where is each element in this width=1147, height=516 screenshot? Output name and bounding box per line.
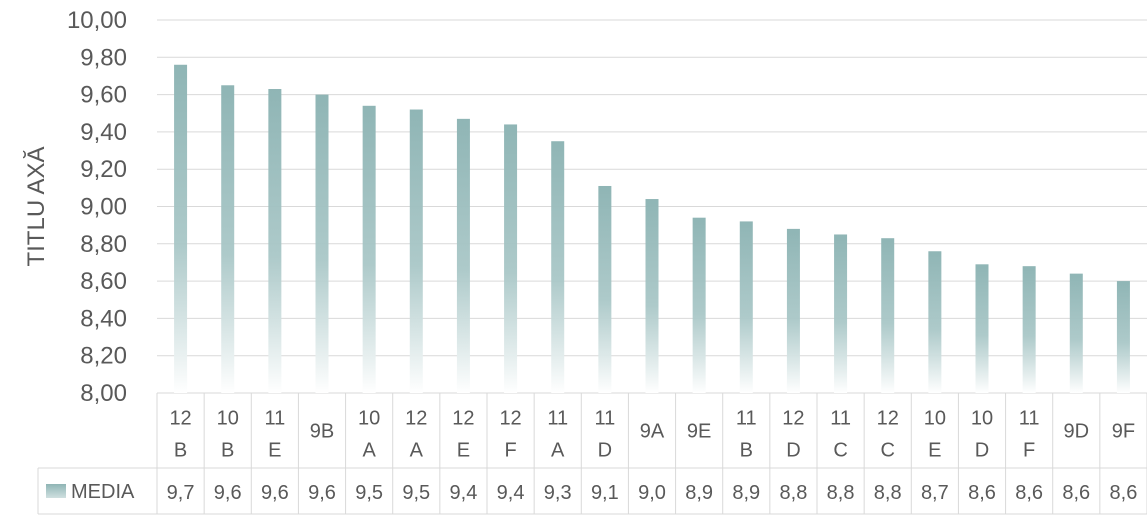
y-tick-label: 9,40 (80, 119, 127, 146)
bar (315, 94, 329, 393)
x-category-label: 10 (217, 408, 239, 430)
x-category-label: 11 (830, 408, 851, 430)
x-category-label: A (362, 440, 376, 462)
x-category-label: 11 (1019, 408, 1040, 430)
table-value: 8,8 (780, 482, 808, 504)
y-tick-label: 10,00 (67, 7, 127, 34)
bar (1069, 273, 1083, 393)
bar (598, 185, 612, 393)
bars (174, 64, 1130, 394)
x-category-label: 9B (310, 421, 334, 443)
y-axis-ticks: 8,00 8,20 8,40 8,60 8,80 9,00 9,20 9,40 9,60 9,80… (67, 7, 127, 407)
bar (881, 238, 895, 393)
data-table: 12 B 10 B 11 E 9B 10 A 12 A 12 E 12 F 11 A 11 D 9A 9E 11 B 12 D 1… (37, 393, 1147, 515)
x-category-label: 9F (1112, 421, 1135, 443)
bar (928, 251, 942, 393)
legend-swatch (46, 484, 66, 498)
table-value: 8,6 (1062, 482, 1090, 504)
y-axis-title: TITLU AXĂ (23, 146, 50, 266)
x-category-label: F (1023, 440, 1035, 462)
bar (975, 264, 989, 393)
bar (1022, 266, 1036, 393)
x-category-label: C (833, 440, 847, 462)
x-category-label: 12 (499, 408, 521, 430)
y-tick-label: 8,40 (80, 305, 127, 332)
y-tick-label: 8,60 (80, 268, 127, 295)
y-tick-label: 9,60 (80, 82, 127, 109)
bar (409, 109, 423, 394)
bar (456, 118, 470, 393)
bar (786, 228, 800, 393)
x-category-label: 11 (736, 408, 757, 430)
bar (1116, 281, 1130, 393)
table-value: 9,4 (450, 482, 478, 504)
x-category-label: 12 (877, 408, 899, 430)
y-tick-label: 9,20 (80, 156, 127, 183)
x-category-label: F (504, 440, 516, 462)
x-category-label: A (551, 440, 565, 462)
table-value: 9,4 (497, 482, 525, 504)
table-value: 9,5 (402, 482, 430, 504)
x-category-label: 11 (594, 408, 615, 430)
x-category-label: 12 (169, 408, 191, 430)
x-category-label: 11 (264, 408, 285, 430)
legend-series-name: MEDIA (71, 481, 135, 503)
table-value: 8,6 (1110, 482, 1138, 504)
table-value: 8,6 (1015, 482, 1043, 504)
x-category-label: 10 (358, 408, 380, 430)
x-category-label: B (221, 440, 234, 462)
x-category-label: D (975, 440, 989, 462)
x-category-label: 9E (687, 421, 711, 443)
x-category-label: E (928, 440, 941, 462)
table-value: 8,6 (968, 482, 996, 504)
x-category-label: B (740, 440, 753, 462)
y-tick-label: 8,20 (80, 343, 127, 370)
table-value: 8,7 (921, 482, 949, 504)
bar (174, 64, 188, 393)
y-tick-label: 8,80 (80, 231, 127, 258)
x-category-label: 9A (640, 421, 665, 443)
x-category-label: 12 (452, 408, 474, 430)
bar (834, 234, 848, 393)
table-value: 9,0 (638, 482, 666, 504)
x-category-label: A (410, 440, 424, 462)
x-category-label: 12 (405, 408, 427, 430)
x-category-label: 10 (971, 408, 993, 430)
table-value: 8,8 (874, 482, 902, 504)
y-tick-label: 9,80 (80, 44, 127, 71)
x-category-label: D (598, 440, 612, 462)
x-category-label: 11 (547, 408, 568, 430)
x-category-label: E (457, 440, 470, 462)
table-value: 8,8 (827, 482, 855, 504)
bar (362, 105, 376, 393)
table-value: 9,6 (261, 482, 289, 504)
table-value: 9,7 (167, 482, 195, 504)
table-value: 8,9 (685, 482, 713, 504)
bar (645, 199, 659, 393)
table-value: 9,5 (355, 482, 383, 504)
x-category-label: B (174, 440, 187, 462)
bar (221, 85, 235, 394)
table-value: 9,6 (214, 482, 242, 504)
table-value: 8,9 (732, 482, 760, 504)
bar (551, 141, 565, 393)
x-category-label: D (786, 440, 800, 462)
y-tick-label: 8,00 (80, 380, 127, 407)
x-category-label: 9D (1063, 421, 1089, 443)
bar (504, 124, 518, 393)
table-value: 9,6 (308, 482, 336, 504)
table-value: 9,3 (544, 482, 572, 504)
x-category-label: C (880, 440, 894, 462)
x-category-label: 10 (924, 408, 946, 430)
bar (268, 89, 282, 393)
x-category-label: E (268, 440, 281, 462)
y-tick-label: 9,00 (80, 194, 127, 221)
bar (739, 221, 753, 393)
x-category-label: 12 (782, 408, 804, 430)
bar (692, 217, 706, 393)
table-value: 9,1 (591, 482, 619, 504)
